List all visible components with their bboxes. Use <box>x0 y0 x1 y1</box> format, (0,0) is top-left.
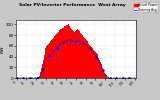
Bar <box>78 28 79 78</box>
Bar <box>96 53 97 78</box>
Bar <box>64 26 65 78</box>
Bar <box>47 45 48 78</box>
Bar <box>84 38 85 78</box>
Bar <box>86 40 87 78</box>
Bar <box>68 25 69 78</box>
Bar <box>76 30 77 78</box>
Bar <box>85 39 86 78</box>
Bar <box>97 55 98 78</box>
Bar <box>106 75 107 78</box>
Bar <box>50 42 51 78</box>
Bar <box>53 38 54 78</box>
Bar <box>107 76 108 78</box>
Bar <box>74 32 75 78</box>
Bar <box>57 33 58 78</box>
Bar <box>58 32 59 78</box>
Bar <box>51 40 52 78</box>
Bar <box>61 29 62 78</box>
Bar <box>100 62 101 78</box>
Bar <box>93 50 94 78</box>
Bar <box>103 70 104 78</box>
Bar <box>73 32 74 78</box>
Bar <box>42 64 43 78</box>
Bar <box>65 26 66 78</box>
Bar <box>54 37 55 78</box>
Bar <box>105 74 106 78</box>
Bar <box>67 25 68 78</box>
Bar <box>44 51 45 78</box>
Bar <box>39 76 40 78</box>
Bar <box>83 36 84 78</box>
Bar <box>70 28 71 78</box>
Legend: Actual Power, Running Avg: Actual Power, Running Avg <box>134 2 158 12</box>
Bar <box>102 66 103 78</box>
Bar <box>71 29 72 78</box>
Text: Solar PV/Inverter Performance  West Array: Solar PV/Inverter Performance West Array <box>19 3 125 7</box>
Bar <box>91 47 92 78</box>
Bar <box>104 73 105 78</box>
Bar <box>94 51 95 78</box>
Bar <box>69 26 70 78</box>
Bar <box>72 30 73 78</box>
Bar <box>87 42 88 78</box>
Bar <box>38 77 39 78</box>
Bar <box>45 48 46 78</box>
Bar <box>79 31 80 78</box>
Bar <box>98 58 99 78</box>
Bar <box>75 31 76 78</box>
Bar <box>63 28 64 78</box>
Bar <box>66 25 67 78</box>
Bar <box>56 34 57 78</box>
Bar <box>43 60 44 78</box>
Bar <box>59 31 60 78</box>
Bar <box>55 35 56 78</box>
Bar <box>99 60 100 78</box>
Bar <box>81 34 82 78</box>
Bar <box>82 35 83 78</box>
Bar <box>48 44 49 78</box>
Bar <box>60 29 61 78</box>
Bar <box>95 52 96 78</box>
Y-axis label: kW: kW <box>0 45 4 53</box>
Bar <box>92 49 93 78</box>
Bar <box>80 33 81 78</box>
Bar <box>41 68 42 78</box>
Bar <box>89 45 90 78</box>
Bar <box>77 29 78 78</box>
Bar <box>49 43 50 78</box>
Bar <box>88 44 89 78</box>
Bar <box>62 28 63 78</box>
Bar <box>52 39 53 78</box>
Bar <box>101 64 102 78</box>
Bar <box>90 46 91 78</box>
Bar <box>40 72 41 78</box>
Bar <box>46 46 47 78</box>
